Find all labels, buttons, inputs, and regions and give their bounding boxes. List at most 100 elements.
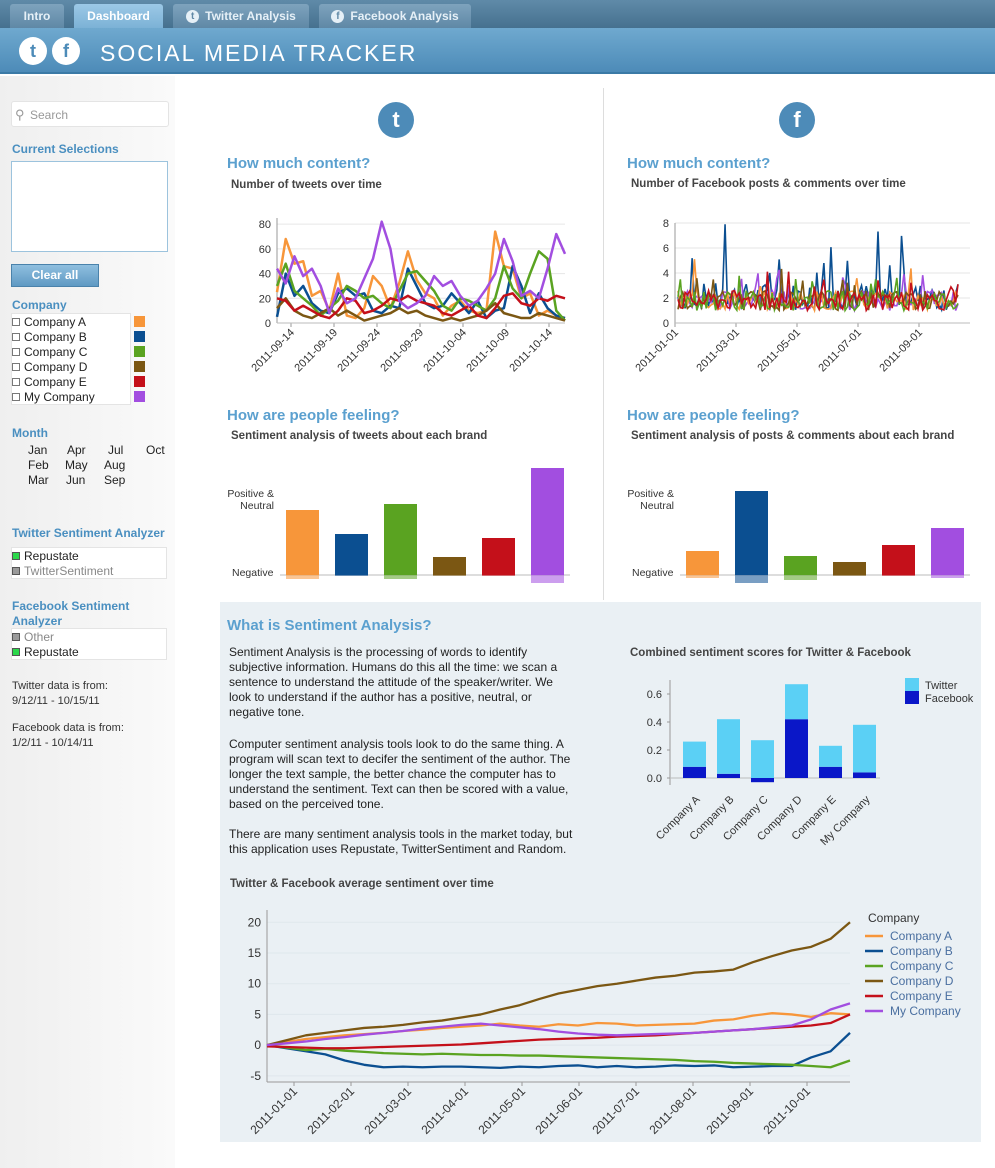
- facebook-bar: [683, 766, 706, 778]
- color-swatch: [134, 391, 145, 402]
- facebook-analyzer-list: [11, 628, 167, 660]
- series-line: [677, 259, 959, 314]
- company-filter-item[interactable]: Company D: [12, 360, 87, 374]
- negative-bar: [931, 575, 964, 578]
- y-tick-label: 2: [663, 293, 669, 305]
- facebook-content-subtitle: Number of Facebook posts & comments over…: [631, 178, 906, 190]
- company-filter-item[interactable]: My Company: [12, 390, 95, 404]
- legend-label: Company C: [890, 959, 954, 973]
- twitter-icon: t: [186, 9, 200, 23]
- unselected-indicator-icon: [12, 633, 20, 641]
- company-filter-item[interactable]: Company C: [12, 345, 87, 359]
- negative-label: Negative: [232, 567, 274, 579]
- analyzer-option[interactable]: Other: [12, 630, 54, 644]
- y-tick-label: 0.6: [647, 689, 662, 701]
- series-line: [276, 292, 566, 320]
- month-item[interactable]: Mar: [28, 473, 49, 487]
- avg-chart-title: Twitter & Facebook average sentiment ove…: [230, 878, 494, 890]
- x-tick-label: 2011-09-01: [877, 327, 925, 375]
- series-line: [266, 1002, 851, 1047]
- legend-swatch: [905, 678, 919, 691]
- analyzer-option[interactable]: Repustate: [12, 645, 79, 659]
- tab-dashboard[interactable]: Dashboard: [74, 4, 163, 28]
- facebook-sentiment-bar-chart: [680, 491, 970, 583]
- y-tick-label: 0.2: [647, 745, 662, 757]
- negative-bar: [531, 575, 564, 583]
- negative-label: Negative: [632, 567, 674, 579]
- month-item[interactable]: Aug: [104, 458, 126, 472]
- y-tick-label: 20: [248, 915, 262, 929]
- y-tick-label: 6: [663, 243, 669, 255]
- x-tick-label: 2011-07-01: [816, 327, 864, 375]
- x-tick-label: 2011-05-01: [755, 327, 803, 375]
- legend-title: Company: [868, 911, 919, 925]
- negative-bar: [384, 575, 417, 579]
- x-tick-label: 2011-03-01: [361, 1084, 414, 1137]
- current-selections-label: Current Selections: [12, 142, 119, 156]
- sidebar: ⚲ Search Current Selections Clear all Co…: [0, 76, 175, 1168]
- clear-all-button[interactable]: Clear all: [11, 264, 99, 287]
- month-item[interactable]: Jan: [28, 443, 48, 457]
- month-item[interactable]: May: [65, 458, 88, 472]
- negative-bar: [335, 575, 368, 576]
- series-line: [266, 1032, 851, 1070]
- facebook-icon: f: [331, 9, 345, 23]
- company-filter-item[interactable]: Company E: [12, 375, 87, 389]
- positive-bar: [686, 551, 719, 575]
- negative-bar: [286, 575, 319, 579]
- company-filter-label: Company: [12, 298, 67, 312]
- checkbox-icon: [12, 333, 20, 341]
- y-tick-label: 0: [663, 318, 669, 330]
- negative-bar: [833, 575, 866, 576]
- company-filter-item[interactable]: Company B: [12, 330, 87, 344]
- month-item[interactable]: Oct: [146, 443, 165, 457]
- company-filter-item[interactable]: Company A: [12, 315, 86, 329]
- positive-bar: [384, 504, 417, 575]
- x-tick-label: 2011-04-01: [418, 1084, 471, 1137]
- twitter-analyzer-list: [11, 547, 167, 579]
- tab-bar: Intro Dashboard t Twitter Analysis f Faceb…: [0, 0, 995, 28]
- positive-bar: [931, 528, 964, 575]
- facebook-date-range-label: Facebook data is from:: [12, 722, 124, 734]
- color-swatch: [134, 376, 145, 387]
- divider: [603, 88, 604, 600]
- series-line: [677, 271, 959, 313]
- search-input[interactable]: ⚲ Search: [11, 101, 169, 127]
- month-item[interactable]: Jun: [66, 473, 86, 487]
- month-item[interactable]: Apr: [67, 443, 86, 457]
- selected-indicator-icon: [12, 552, 20, 560]
- positive-bar: [286, 510, 319, 575]
- sentiment-info-panel: What is Sentiment Analysis? Sentiment An…: [220, 602, 981, 1142]
- x-tick-label: 2011-05-01: [475, 1084, 528, 1137]
- tab-twitter-analysis[interactable]: t Twitter Analysis: [173, 4, 309, 28]
- series-line: [276, 297, 566, 322]
- analyzer-option[interactable]: TwitterSentiment: [12, 564, 113, 578]
- analyzer-option[interactable]: Repustate: [12, 549, 79, 563]
- app-title: SOCIAL MEDIA TRACKER: [100, 40, 418, 66]
- x-tick-label: 2011-02-01: [304, 1084, 357, 1137]
- facebook-bar: [751, 778, 774, 783]
- unselected-indicator-icon: [12, 567, 20, 575]
- checkbox-icon: [12, 348, 20, 356]
- x-tick-label: 2011-09-14: [249, 327, 297, 375]
- month-item[interactable]: Jul: [108, 443, 124, 457]
- month-item[interactable]: Feb: [28, 458, 49, 472]
- facebook-content-title: How much content?: [627, 155, 771, 172]
- y-tick-label: 40: [259, 269, 271, 281]
- facebook-icon: f: [779, 102, 815, 138]
- what-is-sentiment-title: What is Sentiment Analysis?: [227, 617, 432, 634]
- x-tick-label: 2011-01-01: [633, 327, 681, 375]
- facebook-posts-line-chart: 0 2 4 6 8 2011-01-01 2011-03-01 2011-05-01 2011-…: [633, 218, 970, 375]
- month-filter-label: Month: [12, 426, 48, 440]
- twitter-bar: [751, 740, 774, 778]
- color-swatch: [134, 316, 145, 327]
- x-tick-label: 2011-09-24: [335, 327, 383, 375]
- y-tick-label: -5: [250, 1069, 261, 1083]
- month-item[interactable]: Sep: [104, 473, 126, 487]
- negative-bar: [735, 575, 768, 583]
- legend-label: Twitter: [925, 680, 958, 692]
- twitter-bar: [683, 741, 706, 767]
- y-tick-label: 0.4: [647, 717, 662, 729]
- tab-intro[interactable]: Intro: [10, 4, 64, 28]
- tab-facebook-analysis[interactable]: f Facebook Analysis: [319, 4, 471, 28]
